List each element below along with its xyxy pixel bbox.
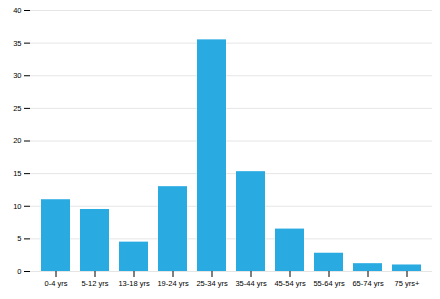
svg-text:30: 30 (13, 71, 21, 80)
svg-text:0: 0 (17, 267, 21, 276)
svg-text:25: 25 (13, 104, 21, 113)
svg-text:40: 40 (13, 6, 21, 15)
svg-text:35-44 yrs: 35-44 yrs (235, 279, 267, 288)
svg-text:65-74 yrs: 65-74 yrs (352, 279, 384, 288)
svg-text:15: 15 (13, 169, 21, 178)
svg-text:25-34 yrs: 25-34 yrs (196, 279, 228, 288)
svg-text:10: 10 (13, 202, 21, 211)
svg-text:13-18 yrs: 13-18 yrs (118, 279, 150, 288)
svg-text:35: 35 (13, 39, 21, 48)
svg-text:55-64 yrs: 55-64 yrs (313, 279, 345, 288)
svg-text:5: 5 (17, 234, 21, 243)
svg-text:75 yrs+: 75 yrs+ (395, 279, 420, 288)
svg-text:45-54 yrs: 45-54 yrs (274, 279, 306, 288)
svg-text:5-12 yrs: 5-12 yrs (81, 279, 108, 288)
svg-text:0-4 yrs: 0-4 yrs (45, 279, 68, 288)
svg-text:19-24 yrs: 19-24 yrs (157, 279, 189, 288)
svg-text:20: 20 (13, 136, 21, 145)
